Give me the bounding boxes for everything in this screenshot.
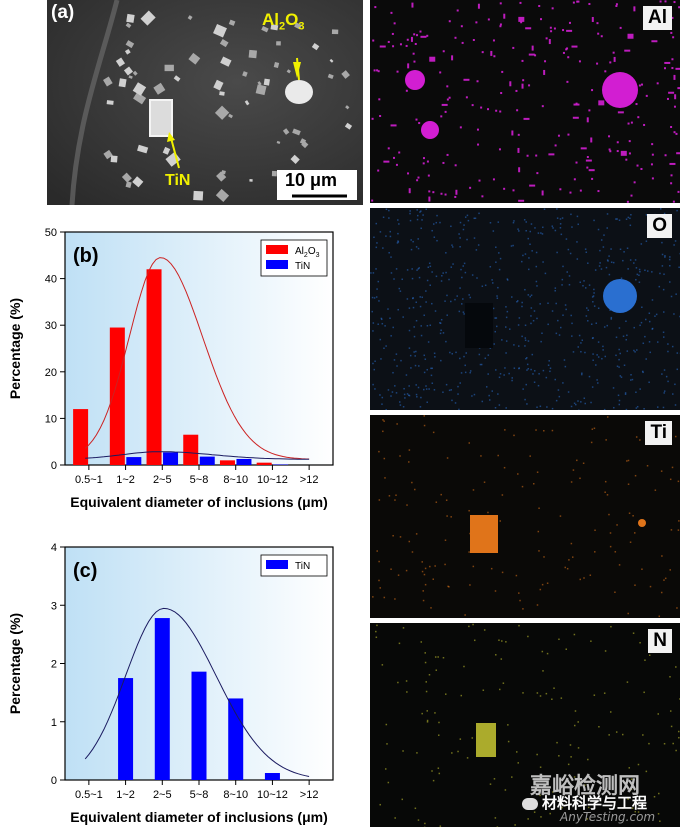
map-al: Al (370, 0, 680, 203)
legend-swatch (266, 260, 288, 269)
x-tick-label: 5~8 (190, 474, 209, 486)
legend-label: TiN (295, 261, 310, 272)
wechat-icon (522, 797, 538, 810)
x-tick-label: 1~2 (116, 789, 135, 801)
x-tick-label: 10~12 (257, 474, 288, 486)
y-tick-label: 0 (51, 775, 57, 787)
legend-swatch (266, 245, 288, 254)
bar-tin (264, 773, 280, 780)
fit-curve (85, 451, 310, 460)
x-tick-label: 0.5~1 (75, 474, 103, 486)
scale-bar-label: 10 μm (285, 170, 338, 190)
bar-tin (199, 456, 215, 465)
x-tick-label: >12 (300, 474, 319, 486)
panel-label: (b) (73, 245, 99, 267)
legend-label: Al2O3 (295, 246, 320, 259)
fit-curve (84, 607, 310, 777)
bar-al2o3 (109, 327, 125, 465)
map-ti: Ti (370, 415, 680, 618)
x-tick-label: >12 (300, 789, 319, 801)
legend: Al2O3 TiN (260, 239, 328, 277)
map-n-label: N (648, 629, 672, 653)
fit-curve (84, 257, 310, 460)
bar-al2o3 (146, 269, 162, 465)
x-tick-label: 2~5 (153, 789, 172, 801)
map-al-dots (371, 0, 680, 203)
chart-b: 0 10 20 30 40 50 0.5~1 1~2 2~5 5~8 8~10 10~12 >12 (b)… (7, 227, 334, 510)
map-n-dots (375, 623, 680, 827)
x-axis-label: Equivalent diameter of inclusions (μm) (70, 809, 328, 825)
bar-al2o3 (219, 460, 235, 465)
x-tick-label: 5~8 (190, 789, 209, 801)
x-tick-label: 8~10 (223, 474, 248, 486)
x-tick-label: 1~2 (116, 474, 135, 486)
map-o-label: O (647, 214, 672, 238)
watermark-url: AnyTesting.com (560, 810, 656, 824)
bar-tin (154, 618, 170, 780)
bar-al2o3 (183, 434, 199, 465)
panel-label: (c) (73, 560, 97, 582)
bar-tin (163, 452, 179, 465)
chart-c: 0 1 2 3 4 0.5~1 1~2 2~5 5~8 8~10 10~12 >12 (c) TiN Equ… (7, 542, 334, 825)
y-tick-label: 4 (51, 542, 57, 554)
y-tick-label: 30 (45, 320, 57, 332)
sem-texture (47, 0, 363, 205)
y-tick-label: 50 (45, 227, 57, 239)
x-tick-label: 8~10 (223, 789, 248, 801)
map-n: N (370, 623, 680, 827)
y-tick-label: 10 (45, 413, 57, 425)
y-tick-label: 20 (45, 367, 57, 379)
x-tick-label: 0.5~1 (75, 789, 103, 801)
y-tick-label: 0 (51, 460, 57, 472)
map-o: O (370, 208, 680, 410)
bar-al2o3 (256, 462, 272, 465)
legend-swatch (266, 560, 288, 569)
bar-tin (236, 458, 252, 465)
al2o3-label: Al2O3 (262, 10, 305, 33)
bar-tin (118, 678, 134, 780)
watermark-account: 材料科学与工程 (522, 792, 647, 813)
map-o-dots (370, 208, 680, 410)
y-tick-label: 2 (51, 659, 57, 671)
y-tick-label: 1 (51, 717, 57, 729)
map-ti-dots (372, 415, 680, 618)
y-axis-label: Percentage (%) (7, 613, 23, 714)
watermark-site: 嘉峪检测网 (530, 774, 641, 799)
map-al-label: Al (643, 6, 672, 30)
bar-al2o3 (73, 409, 89, 465)
bar-tin (126, 457, 142, 465)
x-tick-label: 2~5 (153, 474, 172, 486)
bar-tin (191, 671, 207, 780)
sem-image: (a) Al2O3 TiN 10 μm (47, 0, 363, 205)
panel-a-label: (a) (51, 2, 75, 23)
x-tick-label: 10~12 (257, 789, 288, 801)
y-axis-label: Percentage (%) (7, 298, 23, 399)
bar-tin (228, 698, 244, 780)
map-ti-label: Ti (645, 421, 672, 445)
y-tick-label: 3 (51, 600, 57, 612)
y-tick-label: 40 (45, 274, 57, 286)
legend-label: TiN (295, 561, 310, 572)
tin-label: TiN (165, 172, 191, 189)
legend: TiN (260, 554, 328, 577)
x-axis-label: Equivalent diameter of inclusions (μm) (70, 494, 328, 510)
